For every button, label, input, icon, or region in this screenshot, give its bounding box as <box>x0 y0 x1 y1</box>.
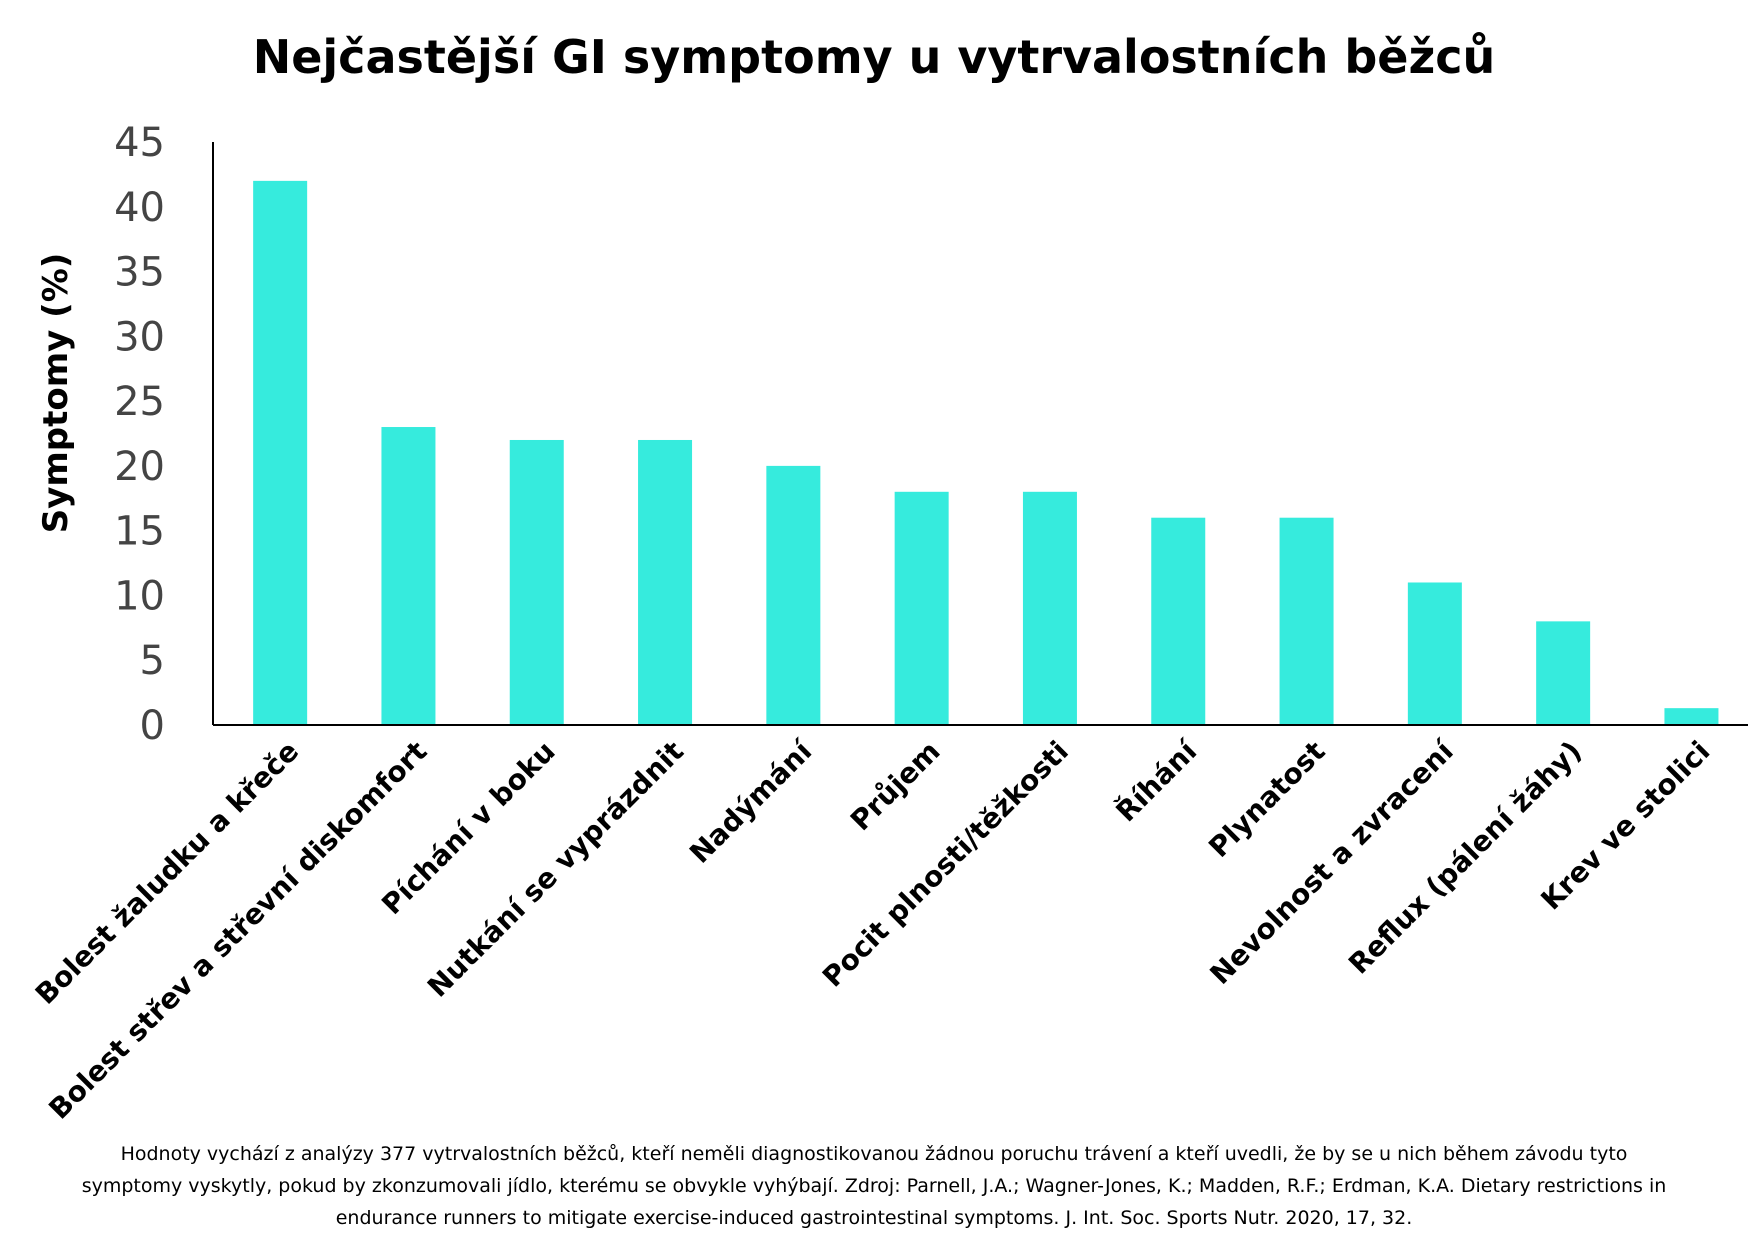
x-tick-label: Plynatost <box>1202 735 1331 864</box>
y-tick-label: 45 <box>114 120 165 166</box>
y-axis-ticks: 0 5 10 15 20 25 30 35 40 45 <box>114 120 165 749</box>
bar <box>1022 491 1077 725</box>
y-tick-label: 20 <box>114 444 165 490</box>
footnote: Hodnoty vychází z analýzy 377 vytrvalost… <box>81 1143 1667 1229</box>
bar <box>638 439 693 725</box>
y-tick-label: 5 <box>140 638 165 684</box>
bar <box>1279 517 1334 725</box>
y-tick-label: 40 <box>114 185 165 231</box>
bar <box>381 427 436 725</box>
y-tick-label: 15 <box>114 509 165 555</box>
y-tick-label: 35 <box>114 250 165 296</box>
x-tick-label: Nutkání se vyprázdnit <box>421 735 690 1004</box>
x-tick-label: Nevolnost a zvracení <box>1203 734 1460 991</box>
x-tick-label: Říhání <box>1109 733 1204 828</box>
x-tick-label: Průjem <box>844 735 947 838</box>
bar <box>1664 708 1719 725</box>
y-tick-label: 30 <box>114 314 165 360</box>
bar <box>766 465 821 725</box>
y-tick-label: 25 <box>114 379 165 425</box>
x-tick-label: Pocit plnosti/těžkosti <box>816 735 1075 994</box>
bar <box>253 180 308 725</box>
bars <box>253 180 1719 725</box>
bar <box>1536 621 1591 725</box>
x-tick-label: Bolest žaludku a křeče <box>29 735 305 1011</box>
bar <box>1407 582 1462 725</box>
bar <box>1151 517 1206 725</box>
bar <box>894 491 949 725</box>
x-tick-label: Nadýmání <box>683 734 819 870</box>
bar <box>509 439 564 725</box>
y-tick-label: 0 <box>140 703 165 749</box>
y-tick-label: 10 <box>114 573 165 619</box>
y-axis-label: Symptomy (%) <box>36 253 76 534</box>
chart-title: Nejčastější GI symptomy u vytrvalostních… <box>252 30 1496 84</box>
x-tick-label: Reflux (pálení žáhy) <box>1342 735 1588 981</box>
